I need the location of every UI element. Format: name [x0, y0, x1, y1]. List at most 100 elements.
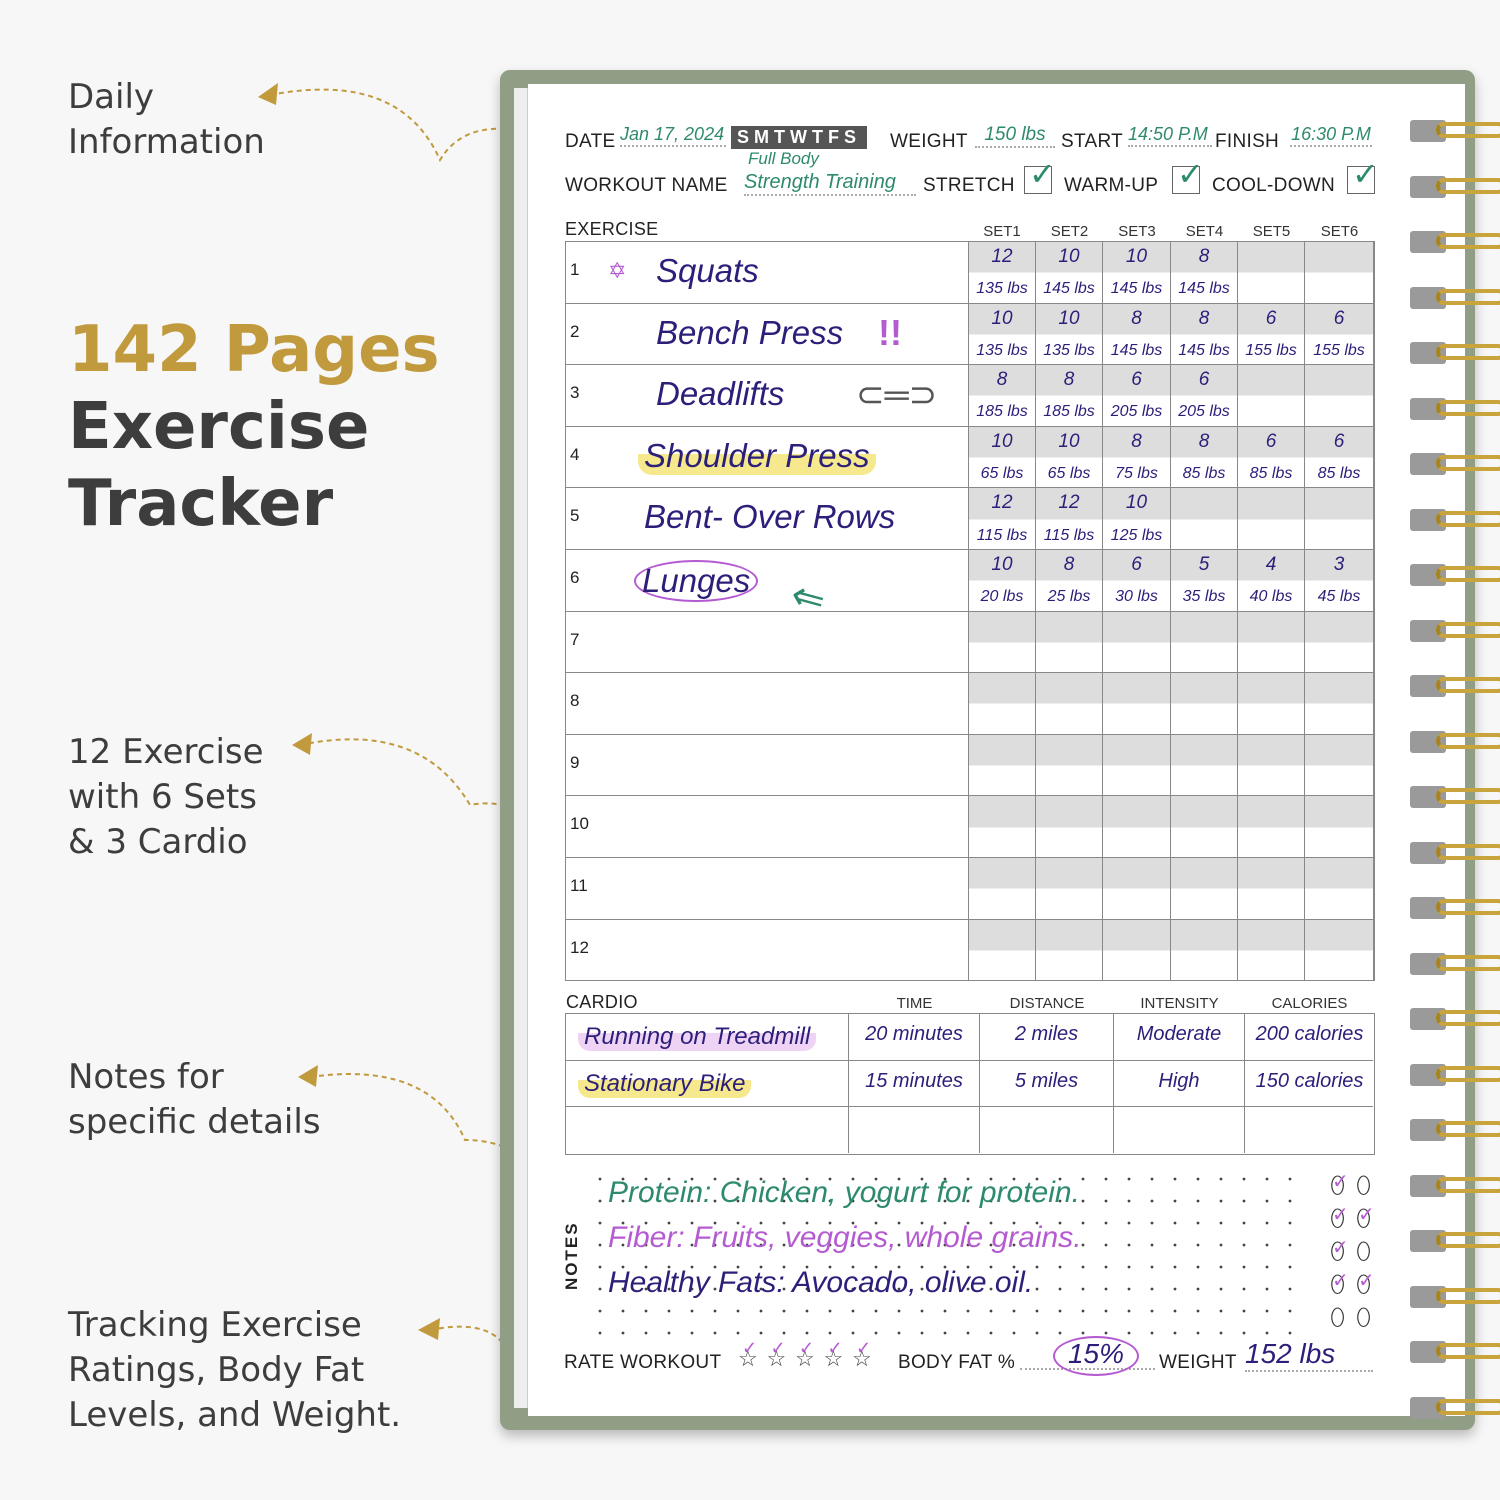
set-cell[interactable]: 8 75 lbs: [1103, 426, 1171, 489]
weight-value[interactable]: 125 lbs: [1103, 518, 1170, 549]
weight-value[interactable]: [1238, 703, 1304, 733]
set-cell[interactable]: [1238, 673, 1305, 735]
reps-value[interactable]: 8: [1103, 303, 1170, 334]
reps-value[interactable]: 6: [1103, 365, 1170, 396]
reps-value[interactable]: [1036, 734, 1102, 766]
set-cell[interactable]: [1238, 365, 1305, 427]
set-cell[interactable]: [1305, 242, 1374, 304]
reps-value[interactable]: [1103, 919, 1170, 950]
reps-value[interactable]: [1103, 673, 1170, 704]
weight-value[interactable]: 85 lbs: [1305, 457, 1373, 487]
set-cell[interactable]: [968, 673, 1036, 735]
reps-value[interactable]: [1238, 734, 1304, 766]
cardio-value[interactable]: High: [1158, 1069, 1200, 1092]
reps-value[interactable]: 10: [1036, 242, 1102, 273]
reps-value[interactable]: [1305, 919, 1373, 950]
reps-value[interactable]: [1171, 734, 1237, 766]
set-cell[interactable]: 12 115 lbs: [1036, 488, 1103, 550]
set-cell[interactable]: [1238, 242, 1305, 304]
weight-value[interactable]: [1036, 888, 1102, 918]
weight-value[interactable]: 40 lbs: [1238, 580, 1304, 610]
finish-time-field[interactable]: 16:30 P.M: [1290, 124, 1372, 147]
set-cell[interactable]: 6 85 lbs: [1238, 426, 1305, 489]
set-cell[interactable]: [1103, 611, 1171, 674]
set-cell[interactable]: 10 125 lbs: [1103, 488, 1171, 550]
weight-value[interactable]: [1103, 949, 1170, 980]
weight-value[interactable]: 145 lbs: [1103, 272, 1170, 302]
reps-value[interactable]: 10: [1036, 303, 1102, 334]
set-cell[interactable]: [1305, 796, 1374, 858]
weight-value[interactable]: 145 lbs: [1171, 272, 1237, 302]
reps-value[interactable]: [1238, 919, 1304, 950]
weight-value[interactable]: [1036, 641, 1102, 672]
weight-value[interactable]: [969, 949, 1035, 980]
weight-value[interactable]: 25 lbs: [1036, 580, 1102, 610]
set-cell[interactable]: [1036, 858, 1103, 920]
set-cell[interactable]: [1103, 796, 1171, 858]
rating-star-icon[interactable]: ☆ ✓: [738, 1338, 758, 1371]
weight-value[interactable]: [1238, 888, 1304, 918]
set-cell[interactable]: [1171, 796, 1238, 858]
set-cell[interactable]: [968, 611, 1036, 674]
set-cell[interactable]: [968, 734, 1036, 797]
reps-value[interactable]: 10: [969, 426, 1035, 458]
set-cell[interactable]: 8 185 lbs: [1036, 365, 1103, 427]
set-cell[interactable]: [1171, 673, 1238, 735]
weight-value[interactable]: [1305, 518, 1373, 549]
set-cell[interactable]: [1305, 858, 1374, 920]
cardio-cell[interactable]: 15 minutes: [849, 1060, 980, 1107]
warmup-checkbox[interactable]: ✓: [1172, 156, 1204, 194]
exercise-name[interactable]: Bench Press: [656, 313, 844, 351]
set-cell[interactable]: [1238, 488, 1305, 550]
set-cell[interactable]: [1036, 673, 1103, 735]
weight-value[interactable]: 145 lbs: [1103, 333, 1170, 364]
reps-value[interactable]: [1305, 365, 1373, 396]
reps-value[interactable]: 10: [1103, 242, 1170, 273]
set-cell[interactable]: 8 145 lbs: [1171, 242, 1238, 304]
reps-value[interactable]: [1305, 611, 1373, 642]
cardio-value[interactable]: Stationary Bike: [578, 1069, 752, 1098]
weight-value[interactable]: [1171, 703, 1237, 733]
set-cell[interactable]: 10 145 lbs: [1103, 242, 1171, 304]
weight-value[interactable]: [969, 641, 1035, 672]
set-cell[interactable]: 8 145 lbs: [1171, 303, 1238, 366]
weight-value[interactable]: 85 lbs: [1238, 457, 1304, 487]
weight-value[interactable]: 185 lbs: [1036, 395, 1102, 425]
set-cell[interactable]: [1305, 673, 1374, 735]
day-of-week-selector[interactable]: SMTWTFS: [731, 126, 867, 149]
cardio-cell[interactable]: [849, 1107, 980, 1153]
reps-value[interactable]: [1305, 734, 1373, 766]
rating-star-icon[interactable]: ☆ ✓: [823, 1338, 844, 1371]
cardio-cell[interactable]: [1245, 1107, 1374, 1153]
set-cell[interactable]: 10 135 lbs: [1036, 303, 1103, 366]
reps-value[interactable]: [1238, 611, 1304, 642]
weight-value[interactable]: 35 lbs: [1171, 580, 1237, 610]
set-cell[interactable]: 6 30 lbs: [1103, 550, 1171, 612]
note-line[interactable]: Fiber: Fruits, veggies, whole grains.: [608, 1221, 1082, 1254]
reps-value[interactable]: 8: [1036, 550, 1102, 581]
weight-value[interactable]: [1036, 949, 1102, 980]
reps-value[interactable]: [1238, 796, 1304, 827]
cardio-cell[interactable]: [566, 1107, 849, 1153]
cardio-value[interactable]: Moderate: [1136, 1023, 1222, 1045]
set-cell[interactable]: [1036, 919, 1103, 982]
water-drop-checkbox[interactable]: ⬯ ✓: [1330, 1204, 1349, 1233]
reps-value[interactable]: 6: [1305, 303, 1373, 334]
reps-value[interactable]: 10: [1036, 426, 1102, 458]
rating-star-icon[interactable]: ☆ ✓: [766, 1338, 787, 1371]
set-cell[interactable]: 10 135 lbs: [968, 303, 1036, 366]
reps-value[interactable]: 10: [969, 550, 1035, 581]
reps-value[interactable]: 6: [1103, 550, 1170, 581]
weight-value[interactable]: [1238, 765, 1304, 795]
reps-value[interactable]: [1305, 242, 1373, 273]
water-drop-checkbox[interactable]: ⬯: [1330, 1304, 1346, 1331]
water-drop-checkbox[interactable]: ⬯: [1356, 1238, 1372, 1265]
water-drop-checkbox[interactable]: ⬯ ✓: [1330, 1237, 1349, 1266]
cardio-cell[interactable]: [980, 1107, 1114, 1153]
reps-value[interactable]: 8: [1171, 426, 1237, 458]
cardio-value[interactable]: 20 minutes: [865, 1023, 963, 1045]
reps-value[interactable]: 12: [969, 242, 1035, 273]
set-cell[interactable]: [968, 796, 1036, 858]
cardio-cell[interactable]: Moderate: [1114, 1014, 1245, 1060]
cardio-value[interactable]: 15 minutes: [865, 1069, 963, 1092]
